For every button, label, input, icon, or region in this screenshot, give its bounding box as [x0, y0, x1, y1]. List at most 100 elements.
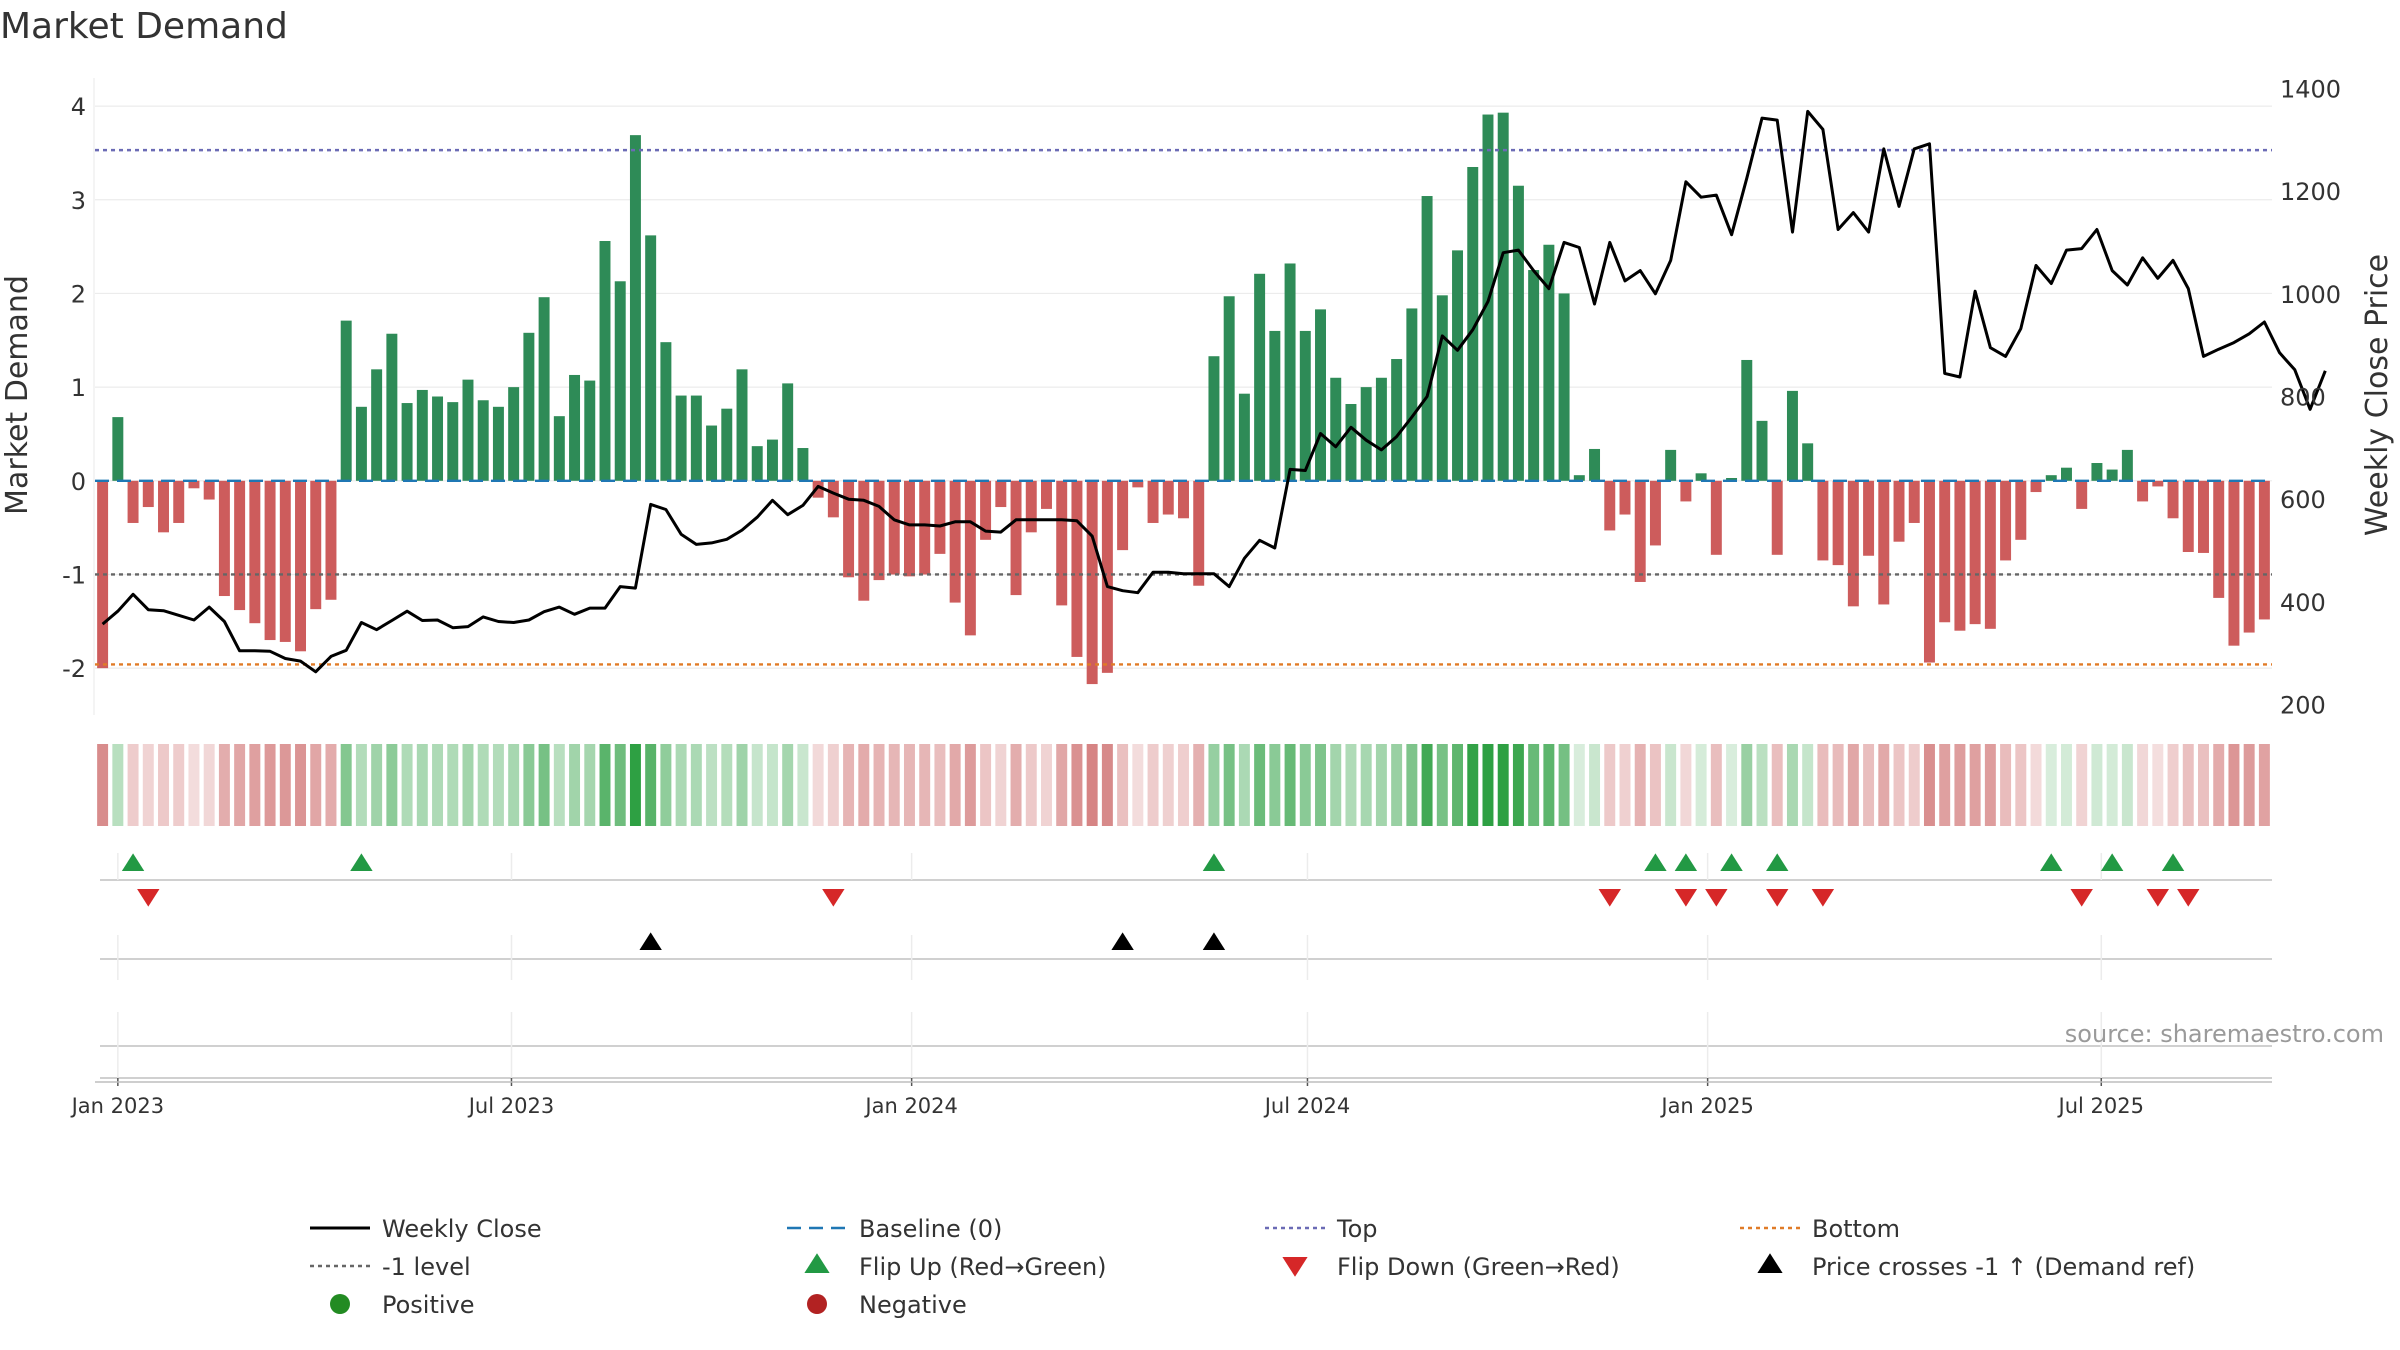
source-note: source: sharemaestro.com [2065, 1020, 2384, 1048]
demand-bar [1710, 480, 1722, 555]
heat-cell [2030, 744, 2042, 826]
heat-cell [1893, 744, 1905, 826]
heat-cell [1041, 744, 1052, 826]
y-tick-label: -2 [62, 655, 86, 683]
y2-axis-label: Weekly Close Price [2360, 254, 2395, 536]
heat-cell [2045, 744, 2057, 826]
demand-bar [1817, 480, 1829, 561]
demand-bar [964, 480, 976, 636]
demand-bar [2091, 463, 2103, 481]
flip-down-marker [1598, 889, 1621, 907]
flip-down-marker [1674, 889, 1698, 907]
heat-cell [2152, 744, 2164, 826]
heat-cell [295, 744, 307, 826]
demand-heat-strip [97, 744, 2270, 826]
demand-bar [1847, 480, 1859, 607]
demand-bar [1436, 295, 1448, 481]
heat-cell [1238, 744, 1250, 826]
demand-bar [1893, 480, 1905, 542]
demand-bar [1878, 480, 1890, 605]
demand-bar [325, 480, 337, 600]
demand-bar [660, 342, 672, 481]
demand-bar [827, 480, 839, 518]
demand-bar [2167, 480, 2179, 519]
flip-up-marker [1766, 853, 1789, 871]
demand-bar [1741, 359, 1753, 481]
demand-bar [2213, 480, 2225, 598]
demand-bar [553, 416, 565, 481]
heat-cell [371, 744, 383, 826]
flip-down-marker [137, 889, 160, 907]
heat-cell [645, 744, 657, 826]
y2-tick-label: 400 [2280, 589, 2326, 617]
flip-up-marker [1674, 853, 1698, 871]
heat-cell [797, 744, 809, 826]
heat-cell [340, 744, 352, 826]
heat-cell [2228, 744, 2240, 826]
demand-bar [812, 480, 824, 498]
demand-bar [401, 403, 413, 481]
heat-cell [1528, 744, 1540, 826]
demand-bar [903, 480, 915, 577]
demand-bar [995, 480, 1007, 508]
demand-bar [1923, 480, 1935, 663]
heat-cell [1132, 744, 1144, 826]
heat-cell [888, 744, 900, 826]
heat-cell [934, 744, 946, 826]
demand-bar [492, 406, 504, 481]
heat-cell [508, 744, 520, 826]
heat-cell [1406, 744, 1418, 826]
heat-cell [1543, 744, 1555, 826]
heat-cell [249, 744, 261, 826]
heat-cell [203, 744, 215, 826]
signal-markers [95, 853, 2272, 1083]
heat-cell [843, 744, 855, 826]
heat-cell [964, 744, 976, 826]
heat-cell [2000, 744, 2012, 826]
y-tick-label: 2 [71, 280, 86, 308]
heat-cell [782, 744, 794, 826]
heat-cell [2091, 744, 2103, 826]
demand-bar [1802, 443, 1814, 481]
heat-cell [1619, 744, 1631, 826]
weekly-close-series [101, 109, 2327, 674]
demand-bar [1452, 250, 1464, 481]
heat-cell [1086, 744, 1098, 826]
heat-cell [1375, 744, 1387, 826]
demand-bar [1147, 480, 1159, 523]
heat-cell [1695, 744, 1707, 826]
heat-cell [2137, 744, 2149, 826]
heat-cell [1178, 744, 1189, 826]
demand-bar [2198, 480, 2209, 553]
demand-bar [1939, 480, 1951, 623]
demand-bar [614, 281, 626, 481]
heat-cell [1436, 744, 1448, 826]
demand-bar [1543, 244, 1555, 481]
flip-down-marker [1766, 889, 1789, 907]
heat-cell [1193, 744, 1205, 826]
demand-bar [2030, 480, 2042, 493]
heat-cell [1832, 744, 1844, 826]
heat-cell [1299, 744, 1311, 826]
heat-cell [234, 744, 246, 826]
demand-bar [1954, 480, 1966, 631]
demand-bar [1284, 263, 1296, 481]
axes: -2 -1 0 1 2 3 4 200 400 600 800 1000 1200 1400 [62, 75, 2341, 719]
legend-item: Flip Up (Red→Green) [804, 1253, 1107, 1281]
heat-cell [1726, 744, 1738, 826]
demand-bar [1391, 359, 1403, 481]
demand-bar [142, 480, 154, 508]
legend-label: -1 level [382, 1253, 471, 1281]
demand-bar [1299, 330, 1311, 481]
heat-cell [1208, 744, 1220, 826]
demand-bar [1619, 480, 1631, 515]
heat-cell [386, 744, 398, 826]
heat-cell [812, 744, 824, 826]
signal-lanes: Jan 2023 Jul 2023 Jan 2024 Jul 2024 Jan 2025… [70, 853, 2272, 1118]
heat-cell [1604, 744, 1616, 826]
x-tick-label: Jan 2023 [70, 1094, 165, 1118]
demand-bar [1771, 480, 1783, 555]
demand-bar [1178, 480, 1189, 519]
heat-cell [2015, 744, 2027, 826]
demand-bar [2076, 480, 2088, 509]
